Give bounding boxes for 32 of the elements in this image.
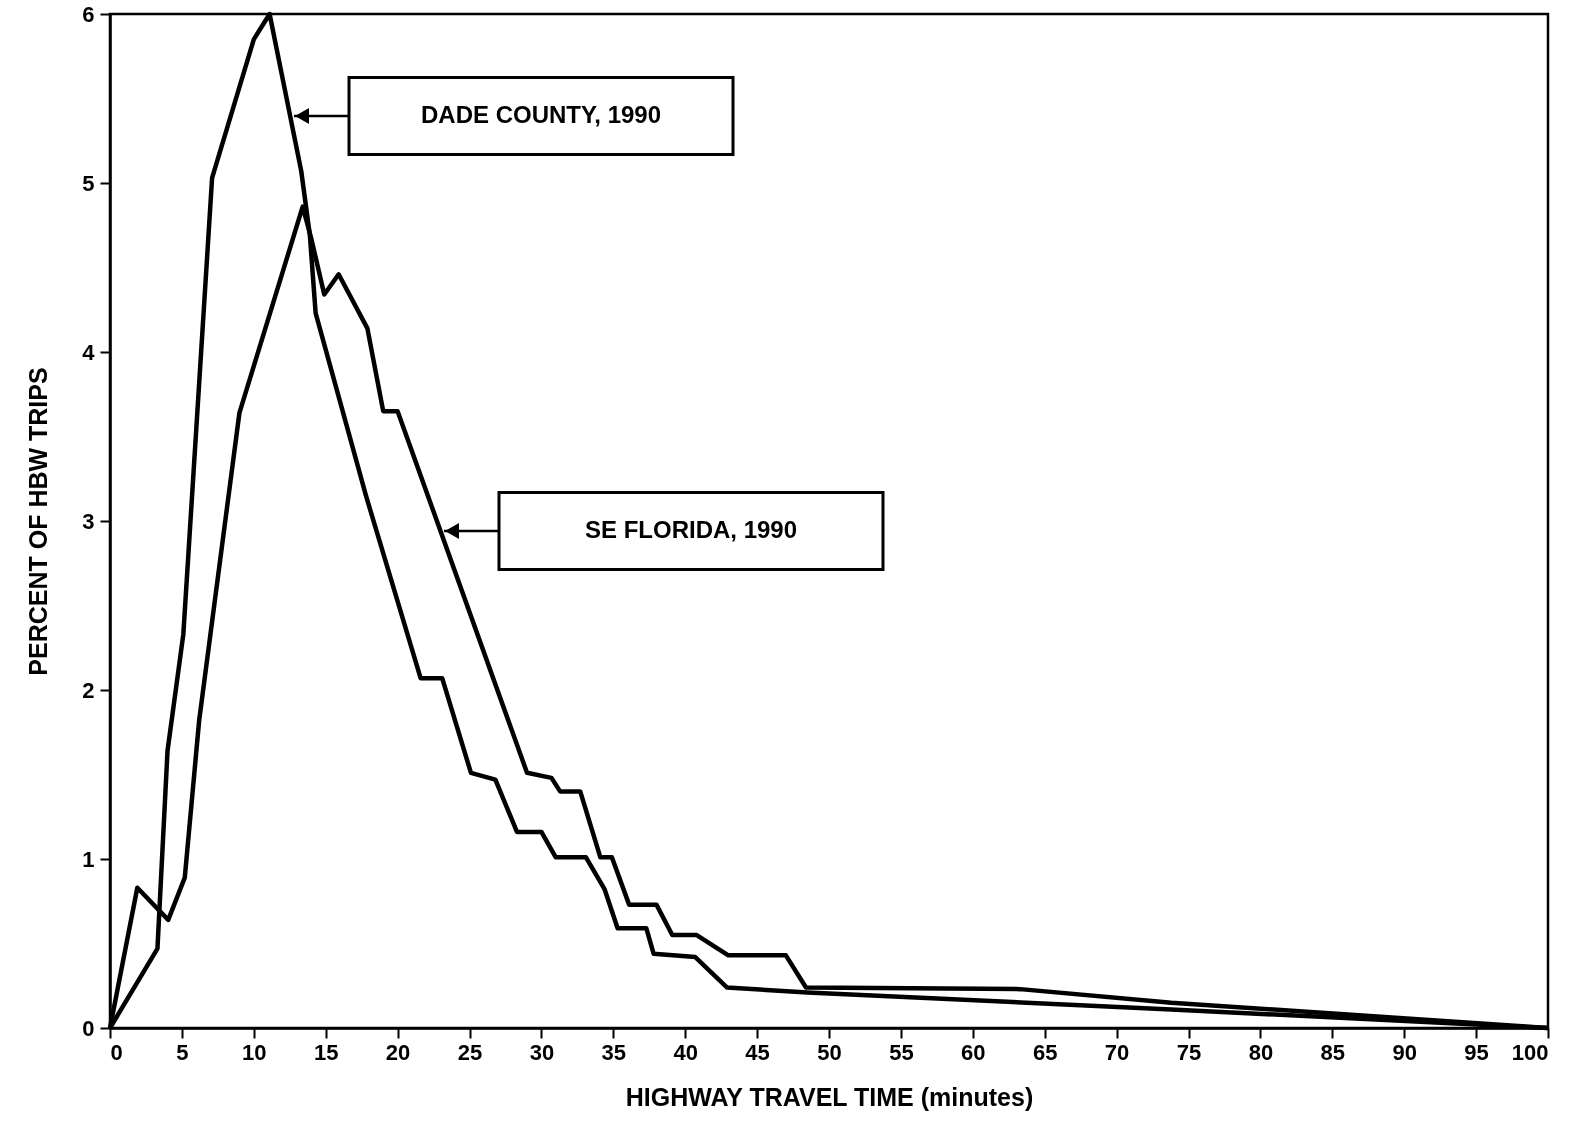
annotation: DADE COUNTY, 1990 (420, 101, 662, 128)
y-axis-title: PERCENT OF HBW TRIPS (24, 367, 53, 676)
x-tick-label: 5 (176, 1039, 189, 1065)
x-tick-label: 70 (1104, 1039, 1130, 1065)
x-tick-label: 85 (1320, 1039, 1346, 1065)
x-tick-label: 10 (242, 1039, 267, 1065)
x-tick-label: 90 (1392, 1039, 1417, 1065)
x-tick-label: 30 (529, 1039, 555, 1065)
x-tick-label: 20 (385, 1039, 411, 1065)
x-tick-label: 25 (457, 1039, 483, 1065)
x-tick-label: 15 (313, 1039, 339, 1065)
x-tick-label: 0 (110, 1039, 123, 1065)
y-tick-label: 6 (82, 1, 95, 27)
x-tick-label: 40 (673, 1039, 698, 1065)
x-tick-label: 75 (1176, 1039, 1202, 1065)
y-tick-label: 3 (82, 508, 95, 534)
annotation: SE FLORIDA, 1990 (584, 516, 798, 543)
y-tick-label: 0 (82, 1015, 95, 1041)
x-tick-label: 55 (889, 1039, 914, 1065)
y-tick-label: 2 (82, 677, 95, 703)
x-tick-label: 80 (1248, 1039, 1274, 1065)
x-tick-label: 45 (745, 1039, 770, 1065)
y-tick-label: 4 (82, 339, 96, 365)
x-tick-label: 60 (961, 1039, 986, 1065)
y-tick-label: 1 (82, 846, 95, 872)
x-axis-title: HIGHWAY TRAVEL TIME (minutes) (625, 1082, 1034, 1111)
x-tick-label: 95 (1464, 1039, 1489, 1065)
x-tick-label: 100 (1511, 1039, 1549, 1065)
x-tick-label: 50 (817, 1039, 842, 1065)
x-tick-label: 65 (1032, 1039, 1058, 1065)
y-tick-label: 5 (82, 170, 95, 196)
x-tick-label: 35 (601, 1039, 627, 1065)
